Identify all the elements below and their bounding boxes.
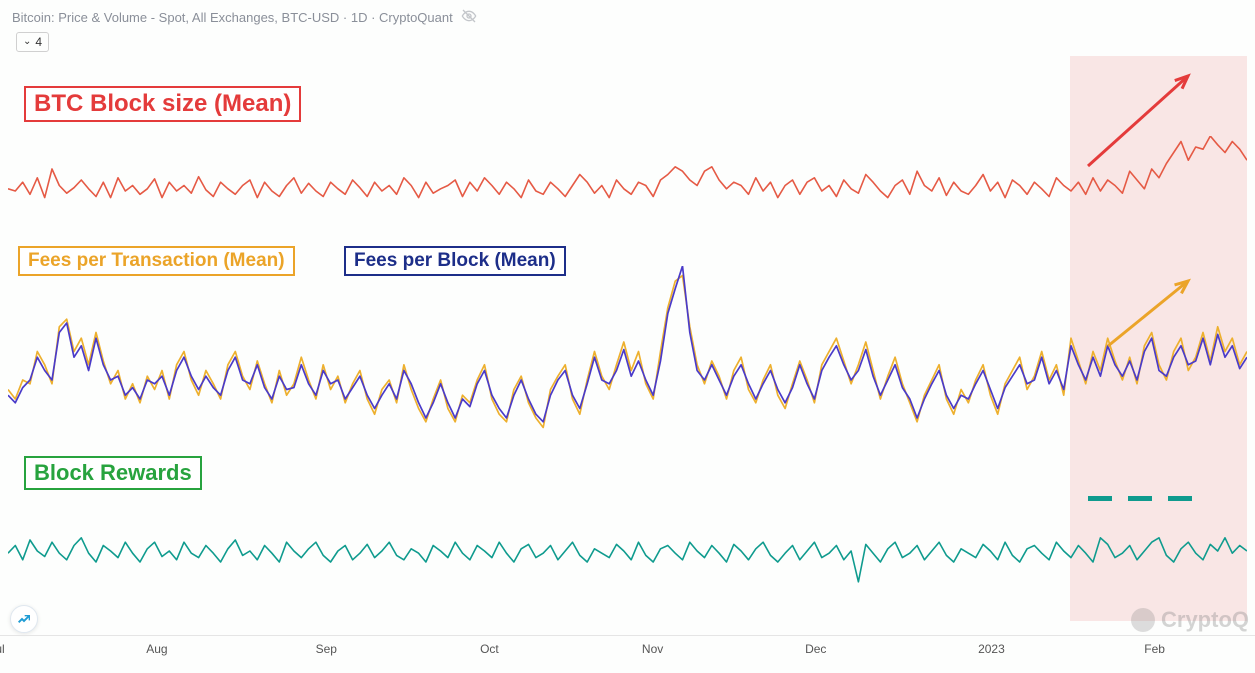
dash — [1088, 496, 1112, 501]
panel-block-size: BTC Block size (Mean) — [8, 56, 1247, 246]
panel-block-rewards: Block Rewards — [8, 456, 1247, 621]
chart-line-block-rewards — [8, 496, 1247, 606]
dropdown-value: 4 — [35, 35, 42, 49]
xaxis-tick: Nov — [642, 642, 663, 656]
xaxis-tick: Oct — [480, 642, 499, 656]
label-fees-per-block: Fees per Block (Mean) — [344, 246, 566, 276]
chevron-down-icon: ⌄ — [23, 36, 31, 47]
charts-container: BTC Block size (Mean) Fees per Transacti… — [0, 56, 1255, 621]
xaxis-tick: Feb — [1144, 642, 1165, 656]
xaxis-tick: Aug — [146, 642, 167, 656]
xaxis-tick: Sep — [316, 642, 337, 656]
xaxis-tick: ul — [0, 642, 5, 656]
visibility-icon[interactable] — [461, 8, 477, 27]
export-icon[interactable] — [10, 605, 38, 633]
xaxis-tick: Dec — [805, 642, 826, 656]
count-dropdown[interactable]: ⌄ 4 — [16, 32, 49, 52]
chart-header: Bitcoin: Price & Volume - Spot, All Exch… — [0, 0, 1255, 31]
label-block-size: BTC Block size (Mean) — [24, 86, 301, 122]
panel-fees: Fees per Transaction (Mean) Fees per Blo… — [8, 246, 1247, 456]
chart-line-fees — [8, 266, 1247, 456]
dash — [1128, 496, 1152, 501]
dash — [1168, 496, 1192, 501]
watermark: CryptoQ — [1131, 607, 1249, 633]
watermark-icon — [1131, 608, 1155, 632]
chart-line-block-size — [8, 136, 1247, 246]
label-block-rewards: Block Rewards — [24, 456, 202, 490]
x-axis: ul Aug Sep Oct Nov Dec 2023 Feb — [0, 635, 1255, 663]
xaxis-tick: 2023 — [978, 642, 1005, 656]
trend-flat-dashes — [1088, 496, 1192, 501]
chart-title: Bitcoin: Price & Volume - Spot, All Exch… — [12, 10, 453, 25]
label-fees-per-tx: Fees per Transaction (Mean) — [18, 246, 295, 276]
